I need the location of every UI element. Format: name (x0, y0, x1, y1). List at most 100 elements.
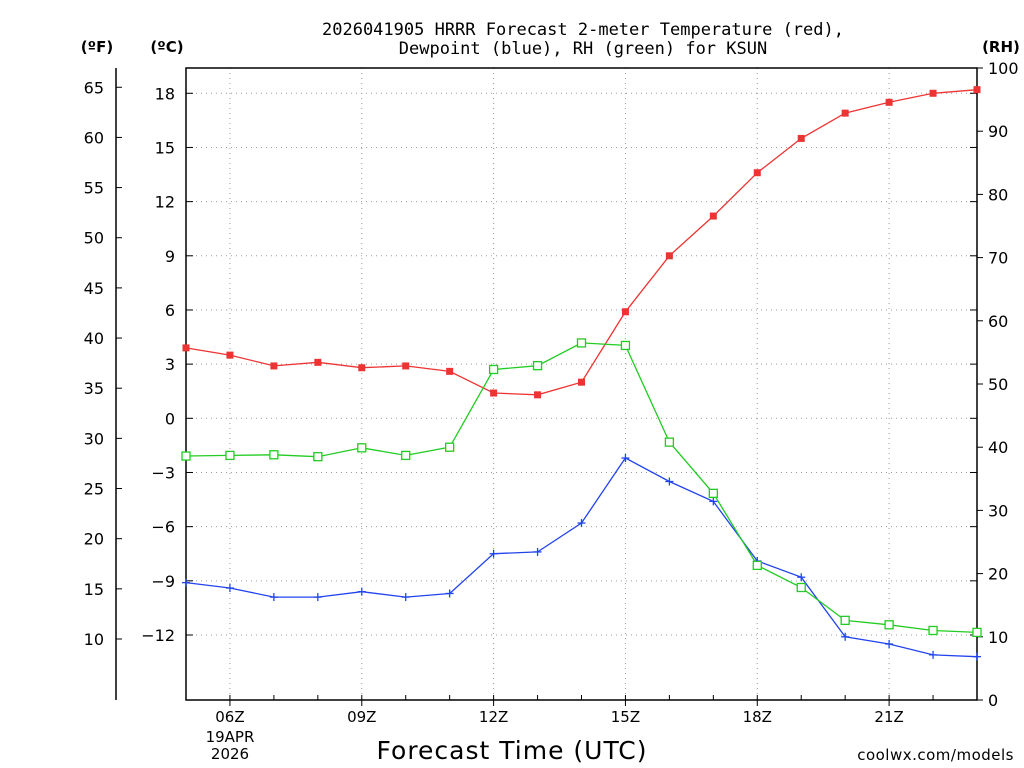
temperature-point (929, 89, 937, 97)
celsius-tick-label: −3 (151, 463, 175, 482)
dewpoint-point (489, 549, 498, 558)
rh-tick-label: 10 (988, 628, 1008, 647)
temperature-point (446, 367, 454, 375)
temperature-point (841, 109, 849, 117)
temperature-point (665, 252, 673, 260)
celsius-tick-label: 3 (165, 355, 175, 374)
rh-tick-label: 20 (988, 565, 1008, 584)
fahrenheit-axis: 65 60 55 50 45 40 35 30 25 20 15 10 (84, 78, 122, 649)
rh-point (357, 443, 367, 453)
celsius-tick-label: 12 (155, 193, 175, 212)
fahrenheit-tick-label: 30 (84, 429, 104, 448)
rh-tick-label: 0 (988, 691, 998, 710)
time-tick-label: 12Z (479, 708, 508, 726)
dewpoint-point (533, 547, 542, 556)
temperature-point (885, 98, 893, 106)
dewpoint-series (182, 454, 981, 661)
rh-tick-label: 40 (988, 438, 1008, 457)
rh-point (708, 488, 718, 498)
dewpoint-point (269, 593, 278, 602)
dewpoint-point (445, 589, 454, 598)
series-layer (181, 86, 982, 661)
temperature-point (490, 389, 498, 397)
temperature-line (185, 89, 978, 396)
fahrenheit-tick-label: 55 (84, 179, 104, 198)
celsius-tick-label: 9 (165, 247, 175, 266)
celsius-axis-header: (ºC) (150, 38, 183, 56)
temperature-series (182, 86, 981, 399)
dewpoint-point (797, 573, 806, 582)
time-tick-label: 21Z (874, 708, 903, 726)
time-tick-label: 15Z (611, 708, 640, 726)
celsius-tick-label: 6 (165, 301, 175, 320)
rh-point (972, 627, 982, 638)
temperature-point (973, 86, 981, 94)
rh-point (928, 625, 938, 636)
temperature-point (797, 134, 805, 142)
celsius-tick-label: −9 (151, 572, 175, 591)
dewpoint-point (621, 454, 630, 463)
celsius-tick-label: −12 (141, 626, 175, 645)
dewpoint-point (225, 584, 234, 593)
temperature-point (226, 351, 234, 359)
fahrenheit-tick-label: 20 (84, 530, 104, 549)
fahrenheit-tick-label: 45 (84, 279, 104, 298)
rh-line (185, 342, 978, 634)
rh-tick-label: 100 (988, 59, 1019, 78)
rh-axis-header: (RH) (982, 38, 1020, 56)
rh-point (752, 560, 762, 571)
temperature-point (709, 212, 717, 220)
date-label-month: 19APR (206, 728, 255, 746)
rh-tick-label: 90 (988, 122, 1008, 141)
rh-tick-label: 50 (988, 375, 1008, 394)
chart-title-line2: Dewpoint (blue), RH (green) for KSUN (399, 39, 767, 59)
rh-point (488, 364, 499, 375)
rh-point (445, 442, 455, 452)
fahrenheit-tick-label: 35 (84, 379, 104, 398)
rh-point (269, 450, 279, 460)
dewpoint-point (313, 593, 322, 602)
fahrenheit-tick-label: 40 (84, 329, 104, 348)
grid (186, 68, 977, 700)
rh-point (181, 451, 191, 461)
rh-point (796, 582, 806, 593)
temperature-point (621, 308, 629, 316)
dewpoint-point (577, 519, 586, 528)
fahrenheit-tick-label: 50 (84, 229, 104, 248)
rh-point (576, 338, 587, 348)
rh-point (884, 620, 894, 630)
dewpoint-point (357, 587, 366, 596)
temperature-point (182, 344, 190, 352)
rh-tick-label: 30 (988, 501, 1008, 520)
fahrenheit-tick-label: 25 (84, 480, 104, 499)
fahrenheit-tick-label: 65 (84, 78, 104, 97)
dewpoint-point (929, 650, 938, 659)
temperature-point (753, 169, 761, 177)
rh-point (620, 340, 631, 351)
rh-point (401, 450, 411, 461)
celsius-tick-label: 18 (155, 84, 175, 103)
celsius-tick-label: 15 (155, 138, 175, 157)
chart-title-line1: 2026041905 HRRR Forecast 2-meter Tempera… (322, 20, 844, 40)
rh-point (664, 437, 675, 447)
fahrenheit-tick-label: 10 (84, 630, 104, 649)
rh-point (225, 450, 235, 461)
rh-point (313, 452, 323, 462)
dewpoint-point (182, 578, 190, 587)
fahrenheit-tick-label: 15 (84, 580, 104, 599)
rh-series (181, 338, 982, 638)
dewpoint-point (885, 640, 894, 649)
dewpoint-point (841, 632, 850, 641)
rh-point (840, 615, 850, 626)
dewpoint-point (709, 497, 718, 506)
dewpoint-point (665, 477, 674, 486)
celsius-tick-label: −6 (151, 518, 175, 537)
time-tick-label: 18Z (743, 708, 772, 726)
credit-text[interactable]: coolwx.com/models (857, 746, 1014, 764)
dewpoint-point (401, 593, 410, 602)
temperature-point (578, 378, 585, 386)
rh-tick-label: 70 (988, 249, 1008, 268)
temperature-point (534, 391, 542, 399)
date-label-year: 2026 (211, 745, 249, 763)
